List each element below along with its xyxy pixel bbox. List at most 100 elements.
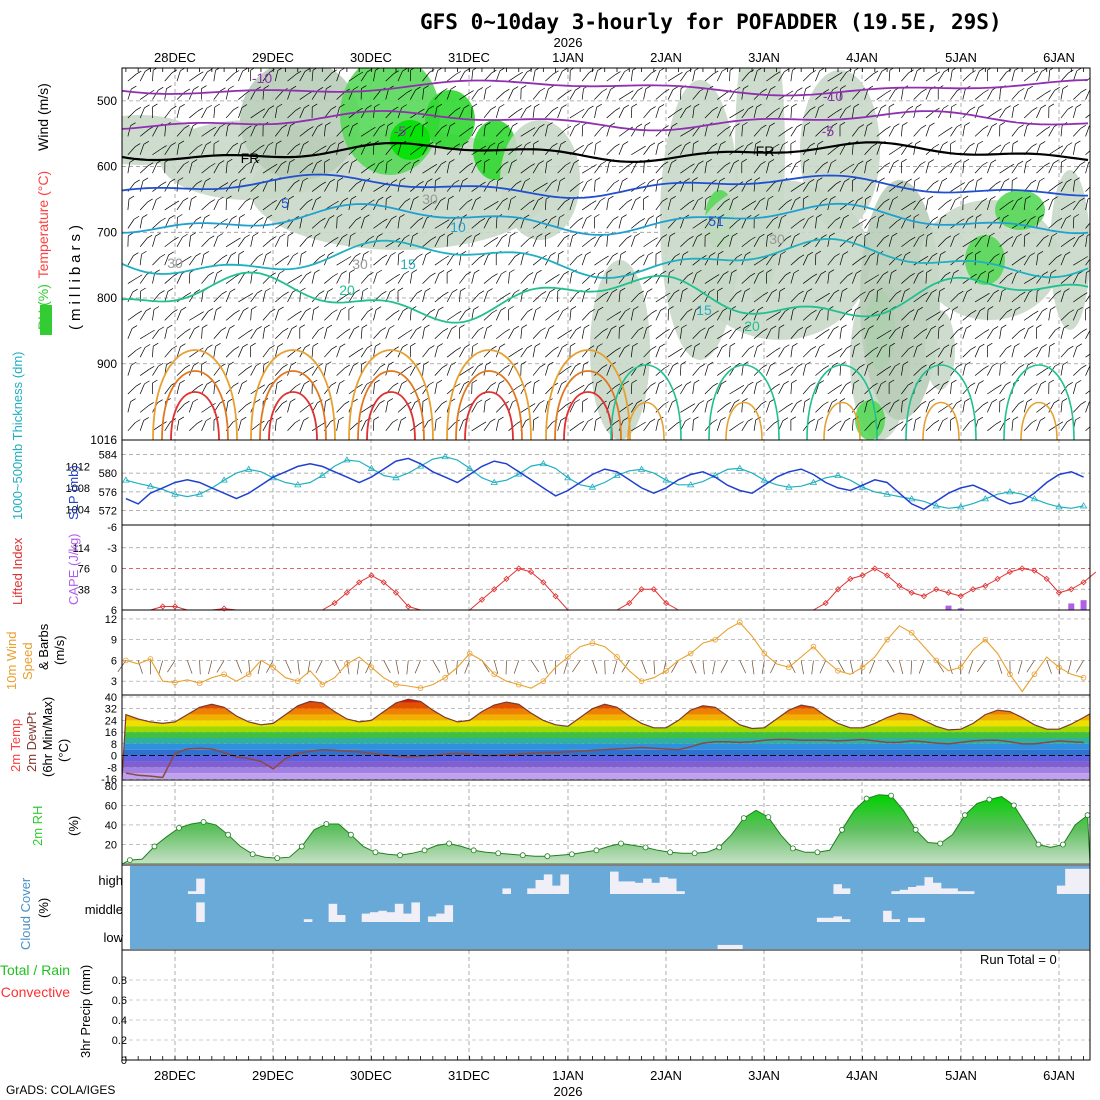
cloud-high-bar — [618, 881, 627, 894]
wind-barb — [937, 254, 941, 266]
wind10-barb — [849, 660, 854, 675]
wind-barb-flag — [222, 182, 229, 186]
wind-barb-flag — [374, 379, 380, 384]
wind-barb-flag — [969, 382, 976, 387]
wind-barb — [901, 327, 905, 339]
wind-barb — [680, 291, 683, 303]
wind-barb — [888, 329, 896, 339]
wind-barb-flag — [540, 291, 547, 295]
wind-barb-flag — [144, 380, 150, 385]
wind-barb-flag — [844, 417, 851, 422]
wind-barb-flag — [307, 198, 313, 203]
wind-barb — [888, 424, 899, 432]
wind-barb-flag — [303, 141, 309, 145]
wind-barb-flag — [382, 218, 388, 223]
cloud-high-bar — [1065, 868, 1074, 894]
wind-barb — [348, 272, 351, 284]
wind-barb-flag — [319, 254, 326, 258]
wind-barb-flag — [197, 107, 204, 112]
wind-barb-flag — [979, 307, 986, 311]
wind-barb — [716, 237, 725, 247]
wind-barb-flag — [640, 145, 646, 150]
wind-barb — [974, 346, 980, 358]
wind-barb — [765, 199, 769, 211]
cloud-high-bar — [924, 877, 934, 894]
wind-barb — [667, 329, 674, 339]
wind-barb — [1085, 272, 1087, 284]
wind-barb — [483, 291, 488, 303]
wind10-barb — [334, 660, 342, 674]
wind-barb — [348, 235, 351, 247]
wind-barb — [643, 364, 647, 376]
wind-barb-flag — [930, 325, 937, 330]
wind-barb — [189, 423, 198, 432]
wind-barb — [655, 92, 665, 100]
wind-barb-flag — [684, 178, 690, 182]
wind-barb-flag — [840, 361, 846, 365]
wind-barb-flag — [397, 287, 404, 292]
wind-barb-flag — [214, 103, 220, 108]
wind-barb — [606, 219, 614, 229]
wind-barb — [667, 272, 670, 284]
rh2m-point — [274, 855, 281, 862]
wind-barb-flag — [918, 233, 925, 238]
wind-barb — [127, 255, 134, 266]
wind-barb — [139, 332, 150, 340]
wind-barb — [925, 183, 934, 192]
wind-barb — [937, 420, 944, 431]
wind-barb — [716, 383, 722, 395]
wind-barb-flag — [562, 343, 568, 348]
wind-barb-flag — [491, 309, 498, 314]
wind-barb-flag — [466, 198, 473, 203]
wind-barb-flag — [1049, 68, 1055, 71]
wind-barb-flag — [1032, 70, 1038, 75]
wind-barb-flag — [676, 108, 683, 112]
rh2m-point — [740, 815, 747, 822]
wind-barb — [1048, 148, 1059, 156]
wind-barb — [729, 70, 731, 82]
wind-barb-flag — [780, 251, 786, 255]
rh2m-unit-label: (%) — [66, 816, 81, 836]
wind-barb — [483, 276, 493, 284]
wind-barb — [299, 310, 306, 321]
wind-barb-flag — [750, 236, 756, 241]
wind-barb-flag — [954, 196, 961, 201]
wind-barb-flag — [452, 288, 458, 293]
wind-barb — [176, 143, 180, 155]
wind-barb-flag — [979, 68, 985, 72]
wind-barb-flag — [517, 71, 523, 76]
wind-barb — [299, 144, 304, 155]
wind-barb — [680, 311, 688, 321]
wind-barb — [839, 217, 845, 229]
isotherm-20 — [122, 271, 1089, 324]
wind-barb — [643, 349, 652, 358]
wind-barb-flag — [658, 104, 665, 108]
wind-barb-flag — [792, 342, 798, 347]
wind-barb — [667, 365, 674, 376]
pressure-tick-label: 500 — [97, 94, 117, 108]
wind-barb-flag — [646, 324, 652, 329]
wind-barb — [1011, 91, 1020, 100]
wind-barb-flag — [514, 253, 521, 257]
wind-barb — [385, 198, 387, 210]
wind-barb-flag — [950, 416, 956, 421]
wind-barb-flag — [955, 160, 962, 164]
wind-barb — [1073, 128, 1082, 137]
wind-barb — [680, 347, 687, 358]
wind-barb — [655, 310, 661, 321]
wind-barb-flag — [1019, 327, 1025, 332]
wind-barb-flag — [857, 197, 863, 201]
wind-barb-flag — [446, 269, 453, 273]
wind-barb-flag — [148, 162, 154, 166]
wind-barb-flag — [247, 293, 253, 297]
warm-contour — [1003, 364, 1075, 440]
upper-y-label: RH (%)Temperature (°C)Wind (m/s) — [35, 83, 51, 330]
wind-barb — [189, 146, 198, 156]
wind-barb — [324, 181, 331, 192]
contour-label: 30 — [167, 255, 183, 271]
date-label-bottom: 6JAN — [1043, 1068, 1075, 1083]
wind-barb — [397, 420, 402, 431]
warm-contour — [823, 401, 861, 440]
wind-barb — [336, 310, 342, 321]
wind-barb-flag — [747, 142, 753, 146]
